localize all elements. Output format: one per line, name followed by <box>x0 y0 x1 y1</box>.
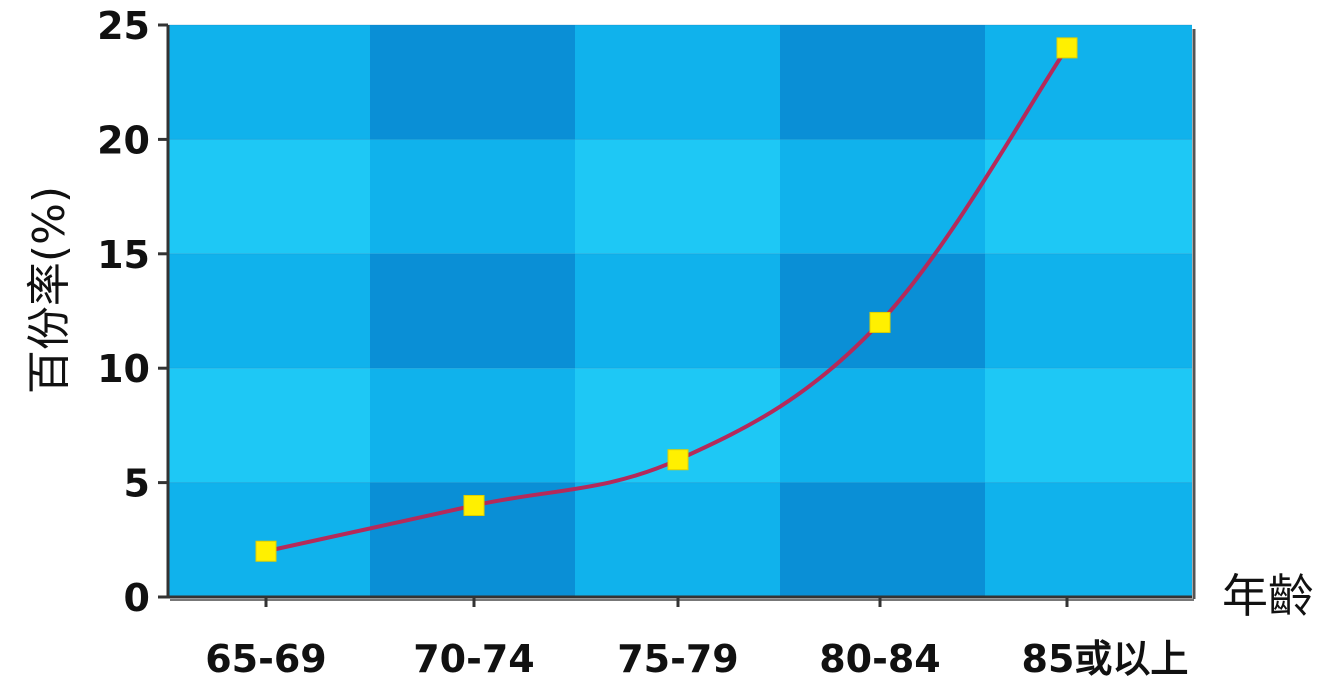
data-point <box>463 494 485 516</box>
grid-cell <box>370 139 575 254</box>
data-point <box>255 540 277 562</box>
grid-cell <box>985 482 1192 597</box>
data-point <box>869 311 891 333</box>
grid-cell <box>780 368 985 483</box>
grid-cell <box>985 139 1192 254</box>
y-tick-label: 25 <box>97 4 150 48</box>
y-tick-label: 15 <box>97 233 150 277</box>
grid-cell <box>575 25 780 140</box>
x-axis-label: 年齡 <box>1222 569 1314 623</box>
y-tick-labels: 0 5 10 15 20 25 <box>97 4 168 620</box>
grid-cell <box>370 25 575 140</box>
y-tick-label: 0 <box>124 576 150 620</box>
x-tick-label: 85或以上 <box>1022 637 1189 681</box>
grid-cell <box>985 253 1192 369</box>
y-tick-label: 20 <box>97 118 150 162</box>
plot-background <box>168 24 1192 598</box>
grid-cell <box>575 253 780 369</box>
grid-cell <box>780 253 985 369</box>
grid-cell <box>575 139 780 254</box>
data-point <box>667 449 689 471</box>
y-tick-label: 5 <box>124 462 150 506</box>
grid-cell <box>168 482 370 597</box>
grid-cell <box>985 368 1192 483</box>
y-tick-label: 10 <box>97 347 150 391</box>
y-axis-label: 百份率(%) <box>24 186 75 394</box>
x-tick-label: 65-69 <box>205 637 327 681</box>
data-point <box>1056 37 1078 59</box>
x-tick-labels: 65-69 70-74 75-79 80-84 85或以上 <box>205 597 1188 681</box>
grid-cell <box>780 25 985 140</box>
grid-cell <box>575 482 780 597</box>
grid-cell <box>780 139 985 254</box>
grid-cell <box>168 139 370 254</box>
series-line <box>265 46 1069 554</box>
grid-cell <box>370 368 575 483</box>
grid-cell <box>985 25 1192 140</box>
grid-cell <box>168 25 370 140</box>
grid-cell <box>370 253 575 369</box>
x-tick-label: 70-74 <box>413 637 535 681</box>
x-tick-label: 80-84 <box>819 637 941 681</box>
series-group <box>255 37 1078 562</box>
grid-cell <box>168 368 370 483</box>
axes <box>166 25 1196 601</box>
x-tick-label: 75-79 <box>617 637 739 681</box>
grid-cell <box>780 482 985 597</box>
grid-cell <box>168 253 370 369</box>
